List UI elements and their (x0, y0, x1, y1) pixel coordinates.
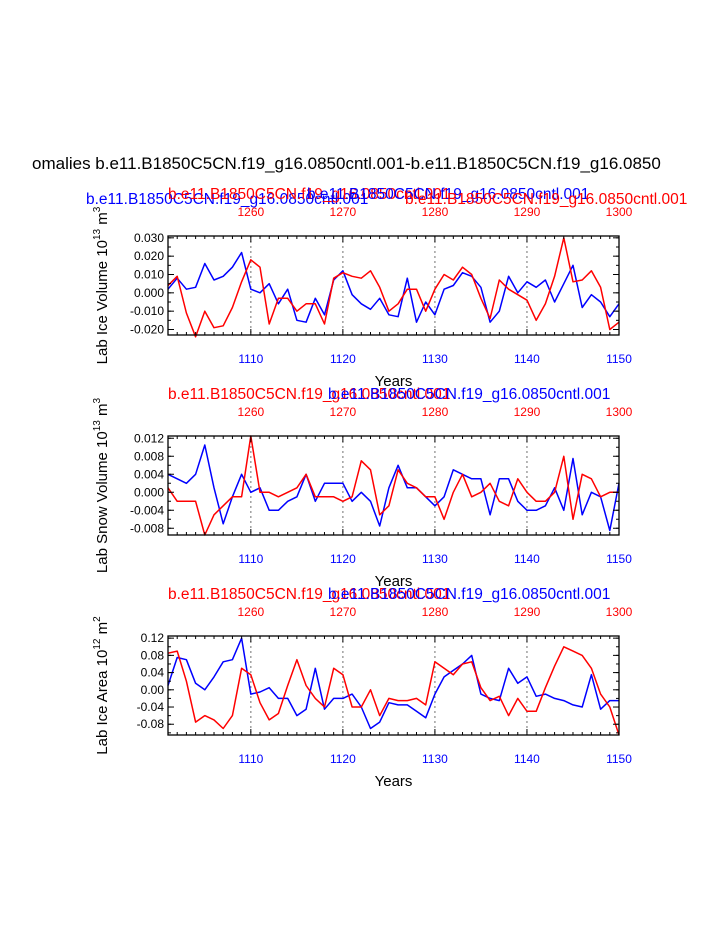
chart2-ylabel: Lab Snow Volume 1013 m3 (92, 397, 111, 573)
chart3-ytick-label: -0.08 (137, 717, 165, 731)
chart3-series-blue (167, 637, 619, 730)
chart2-top-xtick-label: 1260 (237, 405, 264, 419)
chart3-xlabel: Years (375, 773, 413, 790)
chart1-series-red (167, 237, 620, 338)
panel-ice-area: b.e11.B1850C5CN.f19_g16.0850cntl.001 b.e… (92, 586, 633, 790)
chart1-ylabel-unit: m (94, 212, 111, 229)
chart1-ylabel-text: Lab Ice Volume 10 (94, 240, 111, 364)
chart2-top-xtick-label: 1270 (330, 405, 357, 419)
panel1-title-blue-overlap: b.e11.B1850C5CN.f19_g16.0850cntl.001 (307, 186, 589, 203)
chart3-top-xtick-label: 1260 (237, 605, 264, 619)
chart2-ytick-label: 0.012 (134, 431, 164, 445)
chart2-ytick-label: 0.004 (134, 467, 164, 481)
chart3-ylabel-text: Lab Ice Area 10 (94, 650, 111, 755)
chart2-series-blue (167, 444, 620, 532)
panel3-title-blue: b.e11.B1850C5CN.f19_g16.0850cntl.001 (328, 586, 610, 603)
chart3-ytick-label: 0.04 (141, 666, 165, 680)
chart1-xlabel: Years (375, 373, 413, 390)
chart2-ytick-label: 0.000 (134, 485, 164, 499)
chart3-ylabel-exp: 12 (92, 638, 103, 650)
chart2-xtick-label: 1120 (330, 552, 356, 566)
page-title: omalies b.e11.B1850C5CN.f19_g16.0850cntl… (32, 154, 661, 173)
chart3-top-xtick-label: 1280 (422, 605, 449, 619)
chart2-xlabel: Years (375, 573, 413, 590)
chart1-top-xtick-label: 1300 (606, 205, 633, 219)
chart1-ytick-label: 0.010 (134, 268, 164, 282)
chart1-ytick-label: 0.000 (134, 286, 164, 300)
chart2-ytick-label: 0.008 (134, 449, 164, 463)
chart1-xtick-label: 1110 (238, 352, 263, 366)
panel-snow-volume: b.e11.B1850C5CN.f19_g16.0850cntl.001 b.e… (92, 386, 633, 590)
chart2-xtick-label: 1150 (606, 552, 632, 566)
chart2-ylabel-text: Lab Snow Volume 10 (94, 431, 111, 573)
chart2-ylabel-unit: m (94, 403, 111, 420)
chart2-xtick-label: 1140 (514, 552, 540, 566)
chart1-ylabel-unit-exp: 3 (92, 206, 103, 212)
chart3-xtick-label: 1130 (422, 752, 448, 766)
plot-area-ice-volume: 0.030 0.020 0.010 0.000 -0.010 -0.020 1110 1120… (92, 205, 633, 390)
chart1-ytick-label: 0.030 (134, 231, 164, 245)
chart3-xtick-label: 1150 (606, 752, 632, 766)
chart3-ytick-label: 0.08 (141, 648, 165, 662)
chart2-xtick-label: 1110 (238, 552, 263, 566)
panel3-title-red: b.e11.B1850C5CN.f19_g16.0850cntl.001 (168, 586, 450, 603)
chart3-xtick-label: 1110 (238, 752, 263, 766)
chart2-xtick-label: 1130 (422, 552, 448, 566)
chart2-ylabel-unit-exp: 3 (92, 397, 103, 403)
chart3-ylabel: Lab Ice Area 1012 m2 (92, 616, 111, 755)
chart3-ylabel-unit-exp: 2 (92, 616, 103, 622)
chart1-series-blue (167, 251, 620, 323)
chart1-xtick-label: 1150 (606, 352, 632, 366)
chart2-top-xtick-label: 1300 (606, 405, 633, 419)
chart3-frame (167, 635, 620, 736)
chart3-ytick-label: 0.00 (141, 683, 165, 697)
chart1-xtick-label: 1120 (330, 352, 356, 366)
chart1-top-xtick-label: 1270 (330, 205, 357, 219)
chart3-xtick-label: 1120 (330, 752, 356, 766)
chart1-ytick-label: -0.010 (130, 304, 164, 318)
chart3-top-xtick-label: 1290 (514, 605, 541, 619)
chart2-frame (167, 435, 620, 536)
chart3-ytick-label: 0.12 (141, 631, 165, 645)
panel1-title-red: b.e11.B1850C5CN.f19_g16.0850cntl.001 (168, 186, 450, 203)
chart3-top-xtick-label: 1300 (606, 605, 633, 619)
chart3-ylabel-unit: m (94, 622, 111, 639)
chart1-ylabel-exp: 13 (92, 228, 103, 240)
chart1-top-xtick-label: 1280 (422, 205, 449, 219)
panel1-title-blue: b.e11.B1850C5CN.f19_g16.0850cntl.001 (86, 191, 368, 208)
plot-area-ice-area: 0.12 0.08 0.04 0.00 -0.04 -0.08 1110 1120 1130 11… (92, 605, 633, 790)
chart2-ytick-label: -0.008 (130, 521, 164, 535)
chart2-top-xtick-label: 1290 (514, 405, 541, 419)
chart3-top-xtick-label: 1270 (330, 605, 357, 619)
chart2-ylabel-exp: 13 (92, 420, 103, 432)
panel2-title-red: b.e11.B1850C5CN.f19_g16.0850cntl.001 (168, 386, 450, 403)
chart3-xtick-label: 1140 (514, 752, 540, 766)
chart3-ytick-label: -0.04 (137, 700, 165, 714)
chart1-ylabel: Lab Ice Volume 1013 m3 (92, 206, 111, 364)
panel1-title-red-overlap: b.e11.B1850C5CN.f19_g16.0850cntl.001 (405, 191, 687, 208)
chart2-top-xtick-label: 1280 (422, 405, 449, 419)
chart1-frame (167, 235, 620, 336)
panel2-title-blue: b.e11.B1850C5CN.f19_g16.0850cntl.001 (328, 386, 610, 403)
chart1-ytick-label: 0.020 (134, 249, 164, 263)
chart3-series-red (167, 646, 620, 736)
chart1-ytick-label: -0.020 (130, 323, 164, 337)
plot-area-snow-volume: 0.012 0.008 0.004 0.000 -0.004 -0.008 1110 1120… (92, 397, 633, 590)
chart1-xtick-label: 1130 (422, 352, 448, 366)
panel-ice-volume: b.e11.B1850C5CN.f19_g16.0850cntl.001 b.e… (86, 186, 687, 390)
chart2-ytick-label: -0.004 (130, 503, 164, 517)
chart1-top-xtick-label: 1260 (237, 205, 264, 219)
chart1-xtick-label: 1140 (514, 352, 540, 366)
chart2-series-red (167, 435, 619, 536)
chart1-top-xtick-label: 1290 (514, 205, 541, 219)
